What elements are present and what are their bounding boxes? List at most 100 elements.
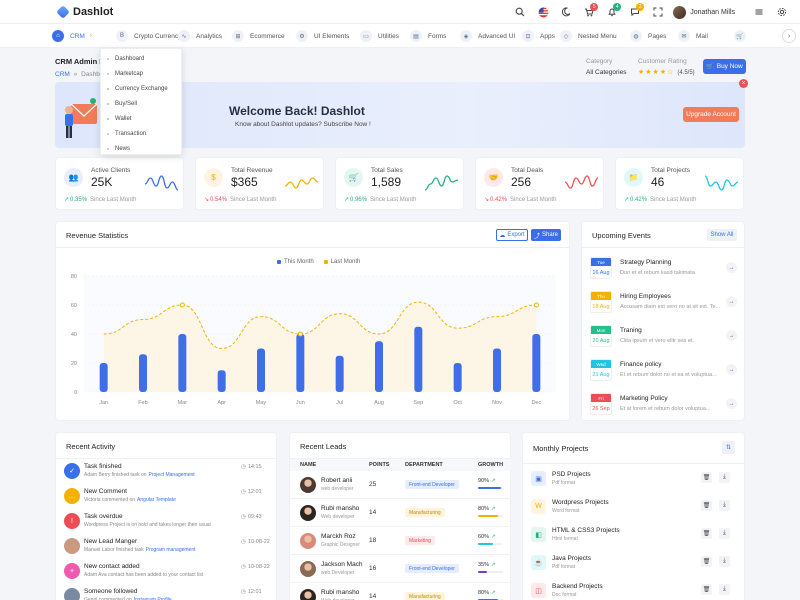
card-divider xyxy=(290,458,510,459)
nav-item-ui-elements[interactable]: ⚙ UI Elements xyxy=(296,24,349,48)
crypto-dropdown-menu: Dashboard Marketcap Currency Exchange Buy/S… xyxy=(100,48,182,155)
bell-icon[interactable]: 4 xyxy=(602,2,622,22)
download-icon[interactable]: ⤓ xyxy=(719,500,730,511)
activity-link[interactable]: Angular Template xyxy=(137,497,176,503)
upgrade-account-button[interactable]: Upgrade Account xyxy=(683,107,739,122)
trash-icon[interactable]: 🗑 xyxy=(701,472,712,483)
share-button[interactable]: ⤴ Share xyxy=(531,229,561,241)
dropdown-item-currency-exchange[interactable]: Currency Exchange xyxy=(101,81,181,96)
cart-icon[interactable]: 5 xyxy=(579,2,599,22)
growth-percent: 80% xyxy=(478,506,490,512)
dropdown-item-dashboard[interactable]: Dashboard xyxy=(101,51,181,66)
y-tick-label: 40 xyxy=(71,332,77,338)
table-row[interactable]: Rubi mansho Web developer 14 Manufacturing 8… xyxy=(290,583,511,600)
category-filter[interactable]: Category All Categories xyxy=(586,58,626,76)
table-row[interactable]: Robert anii web developer 25 Front-end Deve… xyxy=(290,471,511,499)
nav-item-analytics[interactable]: ∿ Analytics xyxy=(178,24,222,48)
trend-arrow-icon: ↘ xyxy=(204,197,210,203)
dropdown-item-news[interactable]: News xyxy=(101,141,181,156)
trash-icon[interactable]: 🗑 xyxy=(701,528,712,539)
clock-icon: ◷ xyxy=(241,539,246,545)
settings-gear-icon[interactable] xyxy=(772,2,792,22)
dropdown-item-buy-sell[interactable]: Buy/Sell xyxy=(101,96,181,111)
nav-item-mail[interactable]: ✉ Mail xyxy=(678,24,708,48)
breadcrumb-crm-link[interactable]: CRM xyxy=(55,71,70,78)
dropdown-item-marketcap[interactable]: Marketcap xyxy=(101,66,181,81)
banner-title: Welcome Back! Dashlot xyxy=(229,104,365,118)
download-icon[interactable]: ⤓ xyxy=(719,584,730,595)
dropdown-item-wallet[interactable]: Wallet xyxy=(101,111,181,126)
download-icon[interactable]: ⤓ xyxy=(719,472,730,483)
arrow-right-icon[interactable]: → xyxy=(726,296,737,307)
dropdown-item-transaction[interactable]: Transaction xyxy=(101,126,181,141)
card-divider xyxy=(56,247,569,248)
arrow-right-icon[interactable]: → xyxy=(726,262,737,273)
download-icon[interactable]: ⤓ xyxy=(719,556,730,567)
nav-item-crm[interactable]: ⌂ CRM › xyxy=(52,24,92,48)
clock-icon: ◷ xyxy=(241,589,246,595)
brand-logo[interactable]: Dashlot xyxy=(56,4,113,19)
table-row[interactable]: Marckh Roz Graphic Designer 18 Marketing 60%… xyxy=(290,527,511,555)
chat-icon[interactable]: 2 xyxy=(625,2,645,22)
search-icon[interactable] xyxy=(510,2,530,22)
rating-stars: ★★★★☆ (4.5/5) xyxy=(638,68,695,76)
backend-icon: ◫ xyxy=(531,583,546,598)
nav-item-pages[interactable]: ◍ Pages xyxy=(630,24,666,48)
buy-now-button[interactable]: 🛒 Buy Now xyxy=(703,59,746,74)
trash-icon[interactable]: 🗑 xyxy=(701,584,712,595)
export-button[interactable]: ☁ Export xyxy=(496,229,528,241)
menu-lines-icon[interactable] xyxy=(749,2,769,22)
event-item[interactable]: Fri 26 Sep Marketing Policy Et at lorem et … xyxy=(590,393,738,419)
bar-nov xyxy=(493,348,501,392)
y-tick-label: 80 xyxy=(71,274,77,280)
sort-icon[interactable]: ⇅ xyxy=(722,441,735,454)
activity-link[interactable]: Program management xyxy=(145,547,196,553)
growth-bar xyxy=(478,543,503,545)
event-item[interactable]: Thu 18 Aug Hiring Employees Accusam diam es… xyxy=(590,291,738,317)
event-item[interactable]: Tue 16 Aug Strategy Planning Duo et et rebu… xyxy=(590,257,738,283)
nav-scroll-right-icon[interactable]: › xyxy=(782,29,796,43)
banner-close-icon[interactable]: × xyxy=(739,79,748,88)
nav-item-apps[interactable]: ⊡ Apps xyxy=(522,24,555,48)
theme-toggle-icon[interactable] xyxy=(556,2,576,22)
event-item[interactable]: Mon 20 Aug Traning Clita ipsum et vero elit… xyxy=(590,325,738,351)
advanced-ui-icon: ◈ xyxy=(460,30,472,42)
event-date: 26 Sep xyxy=(592,405,610,412)
activity-time: ◷ 10-08-22 xyxy=(241,539,270,545)
growth-bar-fill xyxy=(478,543,493,545)
arrow-right-icon[interactable]: → xyxy=(726,364,737,375)
lead-role: Web developer xyxy=(321,514,355,520)
table-row[interactable]: Jackson Mach web Developer 16 Front-end Dev… xyxy=(290,555,511,583)
event-date-badge: Fri 26 Sep xyxy=(590,393,612,415)
table-row[interactable]: Rubi mansho Web developer 14 Manufacturing 8… xyxy=(290,499,511,527)
activity-text: Adam Berry finished task on xyxy=(84,472,147,478)
legend-last-month[interactable]: Last Month xyxy=(323,259,360,265)
event-description: Clita ipsum et vero elitr sea et. xyxy=(620,338,694,344)
bar-jan xyxy=(99,363,108,392)
nav-cart-icon[interactable]: 🛒 xyxy=(734,30,746,42)
event-date: 18 Aug xyxy=(592,303,610,310)
cloud-download-icon: ☁ xyxy=(499,232,506,239)
nav-item-ecommerce[interactable]: ⊞ Ecommerce xyxy=(232,24,285,48)
sparkline xyxy=(284,177,318,189)
user-menu[interactable]: Jonathan Mills xyxy=(673,5,735,19)
legend-this-month[interactable]: This Month xyxy=(277,259,314,265)
show-all-button[interactable]: Show All xyxy=(707,229,737,241)
activity-link[interactable]: Project Management xyxy=(148,472,195,478)
nav-item-nested-menu[interactable]: ◇ Nested Menu xyxy=(560,24,617,48)
category-value[interactable]: All Categories xyxy=(586,69,627,76)
activity-title: Task finished xyxy=(84,463,122,470)
us-flag-icon[interactable] xyxy=(533,2,553,22)
fullscreen-icon[interactable] xyxy=(648,2,668,22)
project-name: Backend Projects xyxy=(552,583,603,590)
download-icon[interactable]: ⤓ xyxy=(719,528,730,539)
activity-link[interactable]: Instagram Profile xyxy=(133,597,172,600)
trash-icon[interactable]: 🗑 xyxy=(701,556,712,567)
nav-item-advanced-ui[interactable]: ◈ Advanced UI xyxy=(460,24,515,48)
trash-icon[interactable]: 🗑 xyxy=(701,500,712,511)
nav-item-utilities[interactable]: ▭ Utilities xyxy=(360,24,399,48)
event-item[interactable]: Wed 21 Aug Finance policy Et et rebum dolor… xyxy=(590,359,738,385)
arrow-right-icon[interactable]: → xyxy=(726,398,737,409)
nav-item-forms[interactable]: ▤ Forms xyxy=(410,24,446,48)
arrow-right-icon[interactable]: → xyxy=(726,330,737,341)
